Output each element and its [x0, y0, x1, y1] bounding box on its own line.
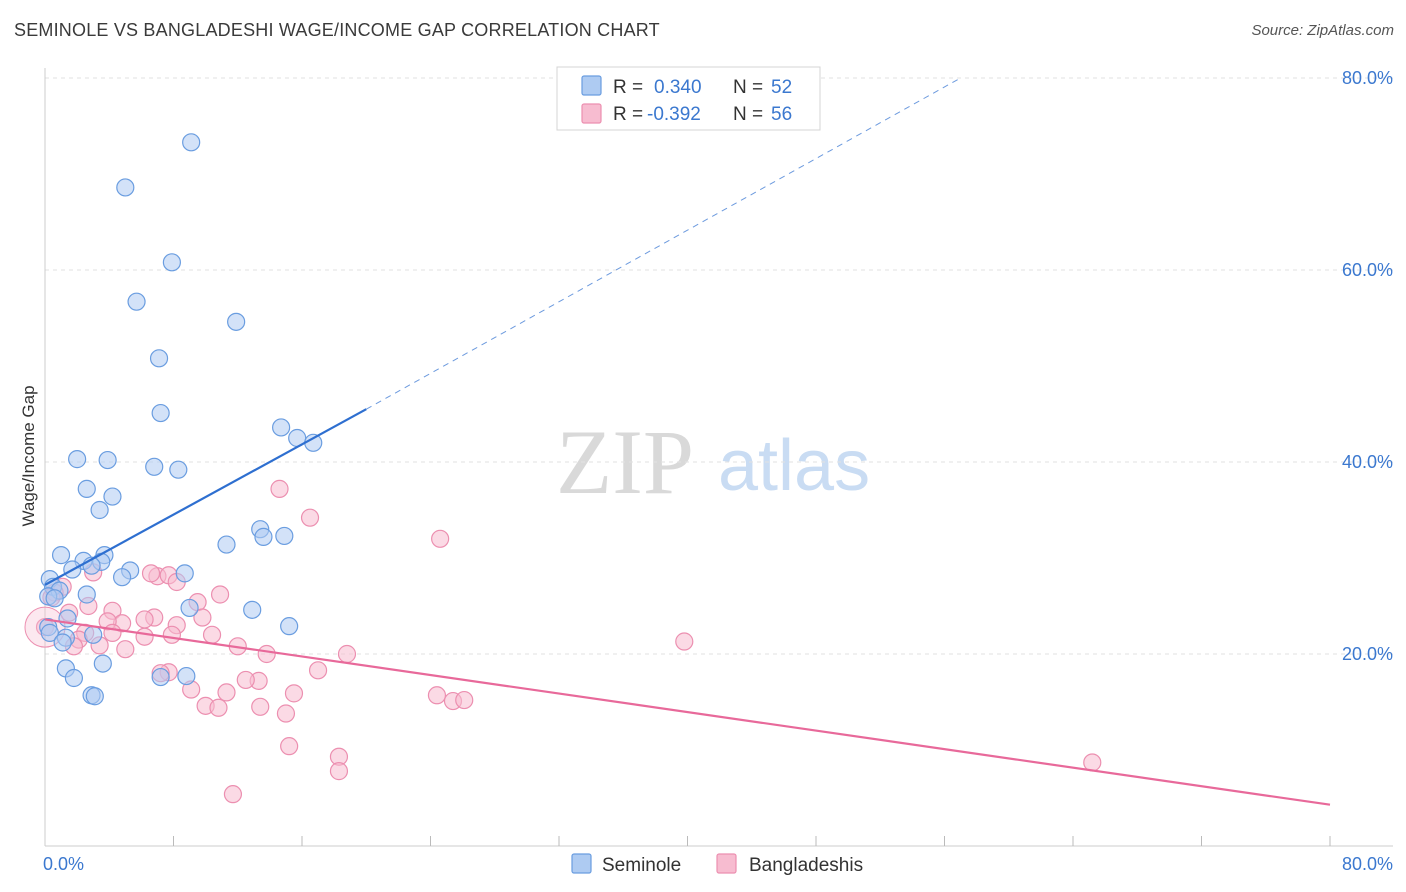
data-point: [455, 690, 474, 710]
bottom-legend-label-bangladeshis: Bangladeshis: [749, 855, 863, 876]
bottom-legend-label-seminole: Seminole: [602, 855, 681, 876]
chart-title: SEMINOLE VS BANGLADESHI WAGE/INCOME GAP …: [14, 20, 660, 40]
y-tick-label: 20.0%: [1342, 644, 1393, 664]
series-bangladeshis: [24, 479, 1102, 804]
data-point: [254, 527, 273, 546]
data-point: [280, 617, 299, 636]
data-point: [84, 625, 103, 644]
data-point: [177, 666, 196, 686]
y-tick-label: 80.0%: [1342, 68, 1393, 88]
data-point: [337, 644, 357, 664]
data-point: [272, 418, 291, 437]
data-point: [223, 785, 243, 804]
y-axis-label: Wage/Income Gap: [19, 385, 38, 526]
data-point: [236, 670, 255, 690]
data-point: [227, 312, 246, 331]
data-point: [162, 625, 181, 644]
legend-r-value-bangladeshis: -0.392: [647, 104, 701, 125]
data-point: [251, 697, 270, 716]
legend-swatch-seminole: [581, 75, 602, 96]
gridlines: [45, 77, 1393, 655]
data-point: [103, 487, 122, 506]
data-point: [193, 608, 212, 627]
data-point: [431, 529, 450, 548]
data-point: [169, 460, 188, 479]
data-point: [149, 349, 169, 368]
data-point: [112, 568, 132, 587]
data-point: [304, 433, 323, 452]
data-point: [103, 623, 122, 642]
data-point: [64, 668, 84, 688]
data-point: [151, 403, 170, 423]
y-tick-label: 60.0%: [1342, 260, 1393, 280]
data-point: [270, 479, 289, 498]
data-point: [116, 640, 135, 659]
trend-line-bangladeshis: [44, 618, 1331, 806]
data-point: [257, 644, 276, 664]
data-point: [162, 253, 181, 272]
data-point: [141, 564, 161, 583]
data-point: [217, 683, 236, 702]
legend-swatch-bangladeshis: [581, 103, 602, 124]
x-tick-label-min: 0.0%: [43, 854, 84, 874]
legend-r-label-seminole: R =: [613, 77, 643, 98]
data-point: [210, 585, 230, 604]
data-point: [116, 178, 135, 197]
data-point: [77, 585, 96, 604]
data-point: [276, 704, 296, 723]
bottom-legend-swatch-seminole: [571, 853, 592, 874]
data-point: [175, 564, 194, 583]
watermark-atlas: atlas: [718, 426, 870, 506]
data-point: [135, 627, 154, 646]
trend-lines: [44, 77, 1331, 806]
data-point: [329, 762, 349, 781]
legend-n-value-bangladeshis: 56: [771, 104, 792, 125]
data-point: [300, 508, 320, 527]
data-point: [427, 686, 447, 705]
data-point: [151, 667, 170, 687]
chart-source: Source: ZipAtlas.com: [1251, 22, 1394, 39]
data-point: [93, 654, 112, 673]
bottom-legend-swatch-bangladeshis: [716, 853, 737, 874]
data-point: [85, 687, 104, 706]
data-point: [280, 737, 299, 756]
data-point: [308, 661, 328, 680]
trend-line-seminole-extension: [366, 77, 961, 410]
y-tick-label: 40.0%: [1342, 452, 1393, 472]
data-point: [1083, 753, 1102, 772]
data-point: [217, 535, 236, 554]
data-point: [675, 632, 694, 651]
legend-r-label-bangladeshis: R =: [613, 104, 643, 125]
data-point: [45, 589, 64, 608]
trend-line-seminole: [44, 408, 367, 586]
legend-r-value-seminole: 0.340: [654, 77, 702, 98]
data-point: [182, 133, 201, 152]
legend-n-label-bangladeshis: N =: [733, 104, 763, 125]
data-point: [90, 500, 109, 520]
data-point: [284, 684, 304, 703]
data-point: [53, 633, 72, 652]
legend: R = 0.340 N = 52 R = -0.392 N = 56: [556, 66, 821, 131]
data-point: [135, 610, 154, 629]
watermark: ZIP atlas: [556, 411, 870, 513]
data-point: [68, 450, 87, 469]
bottom-legend: Seminole Bangladeshis: [571, 853, 863, 876]
data-point: [243, 600, 262, 619]
x-axis-ticks: [173, 836, 1331, 846]
data-point: [275, 526, 294, 546]
data-point: [77, 479, 96, 498]
y-tick-labels: 20.0% 40.0% 60.0% 80.0%: [1342, 68, 1393, 664]
data-point: [51, 546, 71, 565]
data-point: [145, 457, 164, 476]
legend-n-value-seminole: 52: [771, 77, 792, 98]
data-point: [202, 625, 222, 644]
legend-n-label-seminole: N =: [733, 77, 763, 98]
data-point: [98, 450, 117, 470]
series-seminole: [39, 133, 323, 706]
x-tick-label-max: 80.0%: [1342, 854, 1393, 874]
data-point: [209, 698, 228, 717]
data-point: [180, 598, 199, 618]
data-point: [127, 292, 146, 311]
